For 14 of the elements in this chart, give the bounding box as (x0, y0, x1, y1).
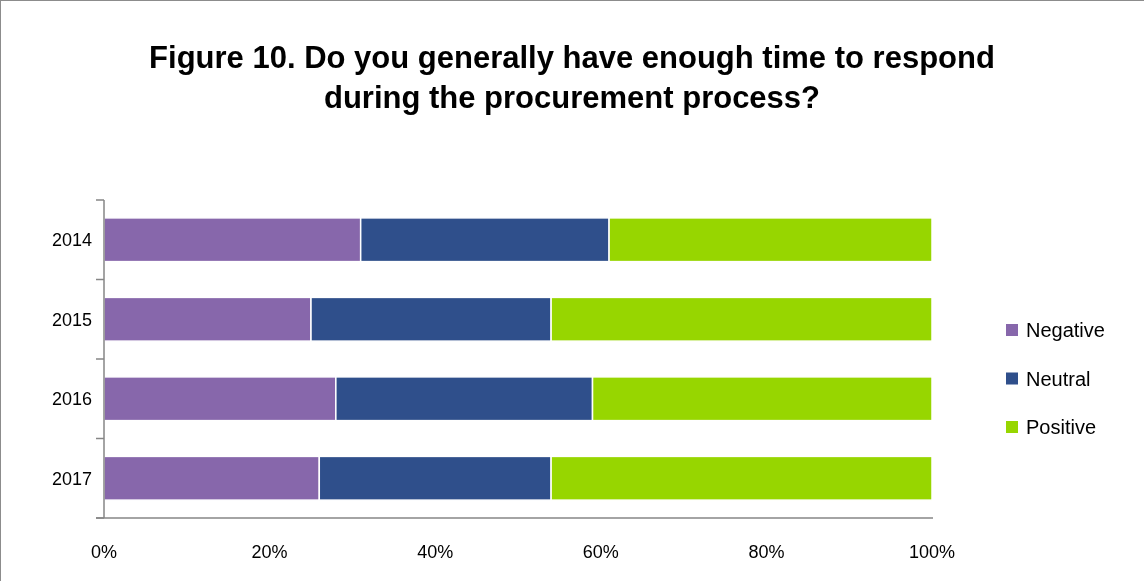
x-tick-label: 40% (417, 542, 454, 562)
x-tick-label: 0% (90, 542, 118, 562)
legend-label: Neutral (1026, 367, 1091, 390)
chart-title: Figure 10. Do you generally have enough time to respond during the procurement process? (149, 40, 995, 115)
x-tick-label: 60% (582, 542, 619, 562)
y-tick-label: 2015 (51, 309, 92, 330)
x-tick-label: 20% (251, 542, 288, 562)
legend-label: Positive (1026, 416, 1097, 438)
x-tick-label: 80% (748, 542, 785, 562)
y-tick-label: 2014 (51, 230, 92, 251)
legend-label: Negative (1026, 319, 1105, 341)
y-tick-label: 2017 (51, 468, 92, 489)
x-tick-label: 100% (908, 542, 956, 562)
y-tick-label: 2016 (51, 389, 92, 410)
